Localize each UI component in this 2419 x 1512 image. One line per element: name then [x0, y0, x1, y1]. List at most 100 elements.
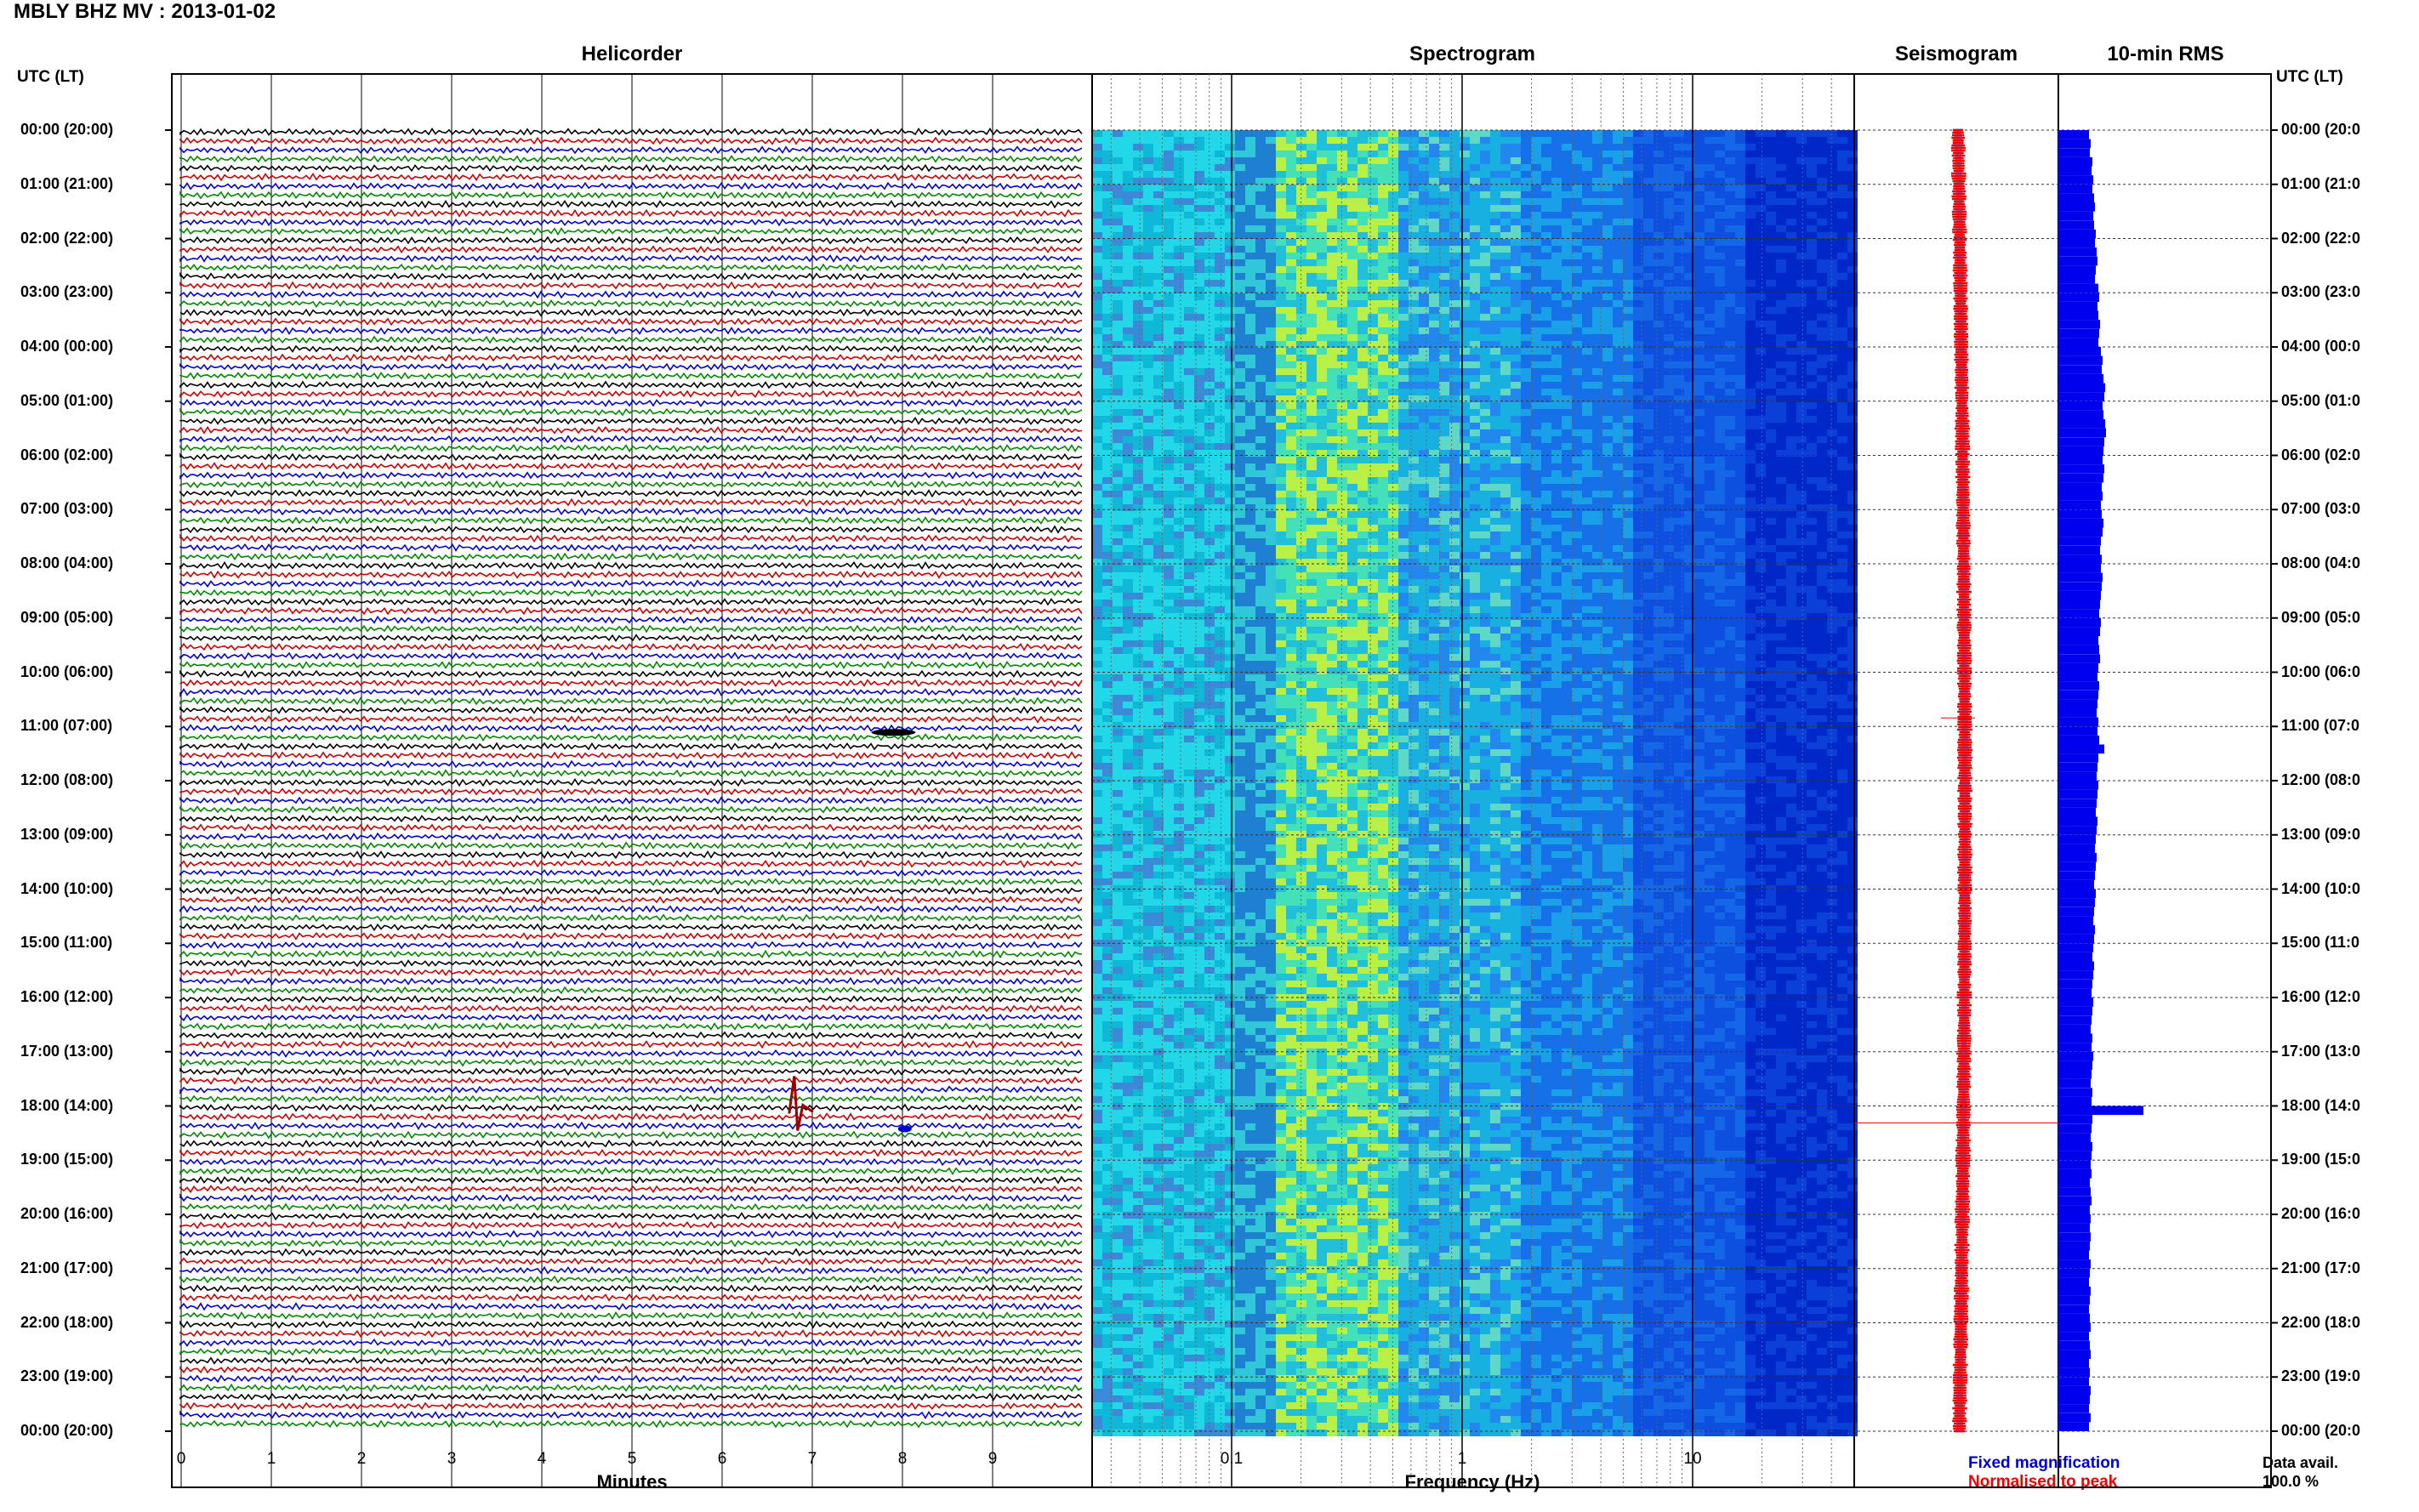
- rms-bar: [2058, 373, 2103, 384]
- rms-bar: [2058, 1340, 2090, 1350]
- rms-bar: [2058, 365, 2102, 374]
- rms-bar: [2058, 1268, 2090, 1278]
- helicorder-trace: [179, 1392, 1083, 1401]
- rms-bar: [2058, 1205, 2090, 1214]
- rms-bar: [2058, 1287, 2091, 1296]
- helicorder-trace: [179, 1220, 1083, 1230]
- helicorder-trace: [179, 759, 1083, 769]
- right-hour-label: 01:00 (21:0: [2281, 174, 2361, 192]
- rms-bar: [2058, 554, 2102, 564]
- right-hour-label: 04:00 (00:0: [2281, 338, 2361, 355]
- rms-bar: [2058, 1168, 2092, 1179]
- rms-bar: [2058, 690, 2098, 700]
- rms-bar: [2058, 1133, 2091, 1142]
- helicorder-trace: [179, 1365, 1083, 1374]
- helicorder-trace: [179, 886, 1083, 895]
- rms-bar: [2058, 1160, 2091, 1169]
- helicorder-trace: [179, 958, 1083, 968]
- rms-bar: [2058, 762, 2097, 772]
- helicorder-trace: [179, 796, 1083, 805]
- rms-bar: [2058, 492, 2103, 501]
- helicorder-trace: [179, 1230, 1083, 1239]
- helicorder-trace: [179, 615, 1083, 624]
- rms-bar: [2058, 925, 2095, 935]
- rms-bar: [2058, 979, 2092, 989]
- rms-bar: [2058, 1123, 2092, 1134]
- helicorder-trace: [179, 326, 1083, 336]
- rms-bar: [2058, 265, 2096, 275]
- helicorder-trace: [179, 1112, 1083, 1122]
- rms-bar: [2058, 861, 2096, 872]
- left-hour-label: 05:00 (01:00): [20, 391, 114, 409]
- helicorder-trace: [179, 669, 1083, 679]
- rms-bar: [2058, 464, 2104, 474]
- rms-bar: [2058, 482, 2102, 492]
- rms-bar: [2058, 1277, 2089, 1287]
- rms-bar: [2058, 320, 2100, 329]
- rms-bar: [2058, 961, 2094, 971]
- helicorder-trace: [179, 714, 1083, 724]
- rms-bar: [2058, 681, 2099, 691]
- helicorder-trace: [179, 832, 1083, 841]
- helicorder-trace: [179, 452, 1083, 462]
- left-hour-label: 20:00 (16:00): [20, 1205, 114, 1222]
- rms-bar: [2058, 735, 2099, 745]
- rms-bar: [2058, 771, 2097, 781]
- rms-bar: [2058, 202, 2095, 212]
- rms-bar: [2058, 970, 2093, 980]
- left-hour-label: 13:00 (09:00): [20, 825, 114, 843]
- rms-bar: [2058, 645, 2099, 655]
- left-hour-label: 16:00 (12:00): [20, 988, 114, 1005]
- rms-bar: [2058, 1223, 2090, 1233]
- helicorder-trace: [179, 208, 1083, 218]
- left-hour-label: 00:00 (20:00): [20, 1422, 114, 1439]
- data-availability-value: 100.0 %: [2262, 1473, 2319, 1490]
- helicorder-trace: [179, 1257, 1082, 1266]
- rms-bar: [2058, 338, 2098, 347]
- rms-bar: [2058, 537, 2101, 546]
- helicorder-trace: [179, 353, 1083, 362]
- helicorder-trace: [179, 642, 1083, 651]
- helicorder-trace: [179, 706, 1083, 715]
- rms-bar: [2058, 166, 2092, 176]
- left-hour-label: 12:00 (08:00): [20, 771, 114, 788]
- helicorder-trace: [179, 199, 1083, 209]
- helicorder-trace: [179, 1284, 1083, 1293]
- helicorder-trace: [179, 1212, 1083, 1221]
- helicorder-trace: [179, 751, 1083, 760]
- helicorder-trace: [179, 1356, 1083, 1366]
- left-hour-label: 23:00 (19:00): [20, 1367, 114, 1385]
- helicorder-trace: [179, 136, 1083, 145]
- helicorder-trace: [179, 552, 1083, 561]
- helicorder-trace: [179, 173, 1083, 182]
- helicorder-trace: [179, 1185, 1083, 1194]
- helicorder-event-mark: [871, 729, 916, 736]
- rms-bar: [2058, 799, 2097, 808]
- rms-title: 10-min RMS: [2107, 43, 2224, 65]
- right-hour-label: 18:00 (14:0: [2281, 1096, 2361, 1114]
- helicorder-trace: [179, 462, 1083, 471]
- rms-bar: [2058, 545, 2100, 555]
- helicorder-trace: [179, 1347, 1083, 1356]
- helicorder-trace: [179, 1410, 1083, 1420]
- helicorder-trace: [179, 1157, 1083, 1167]
- helicorder-trace: [179, 1338, 1083, 1347]
- helicorder-event-mark: [897, 1125, 912, 1133]
- helicorder-trace: [179, 651, 1083, 661]
- rms-bar: [2058, 853, 2097, 862]
- helicorder-trace: [179, 1031, 1083, 1040]
- helicorder-trace: [179, 417, 1083, 426]
- rms-bar: [2058, 753, 2098, 763]
- helicorder-trace: [179, 777, 1083, 787]
- rms-bar: [2058, 328, 2099, 338]
- legend-normalised-to-peak: Normalised to peak: [1968, 1473, 2118, 1491]
- helicorder-trace: [179, 1094, 1083, 1103]
- rms-bar: [2058, 582, 2102, 591]
- helicorder-trace: [179, 371, 1083, 381]
- rms-bar: [2058, 211, 2093, 221]
- rms-bar: [2058, 473, 2103, 483]
- rms-bar: [2058, 455, 2103, 465]
- rms-bar: [2058, 572, 2103, 583]
- helicorder-trace: [179, 1139, 1083, 1149]
- helicorder-trace: [179, 236, 1083, 245]
